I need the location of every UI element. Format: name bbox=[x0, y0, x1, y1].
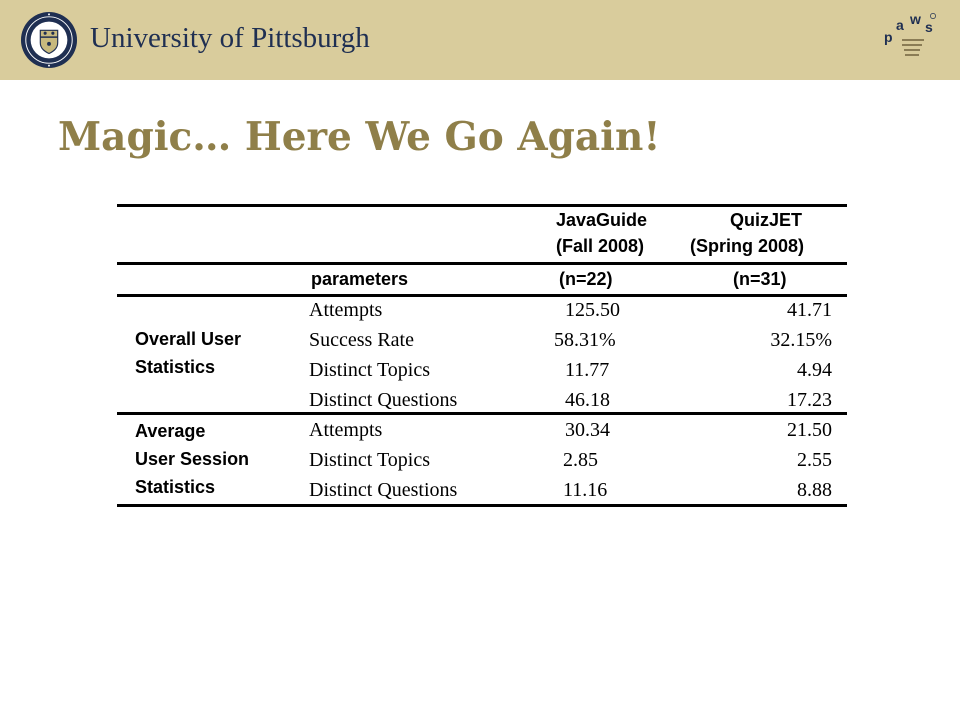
parameter-name: Distinct Questions bbox=[309, 479, 458, 501]
value-system-2: 21.50 bbox=[787, 419, 832, 441]
paws-logo-icon: p a w s bbox=[884, 11, 936, 56]
group-label: Statistics bbox=[135, 477, 216, 497]
institution-name: University of Pittsburgh bbox=[90, 22, 370, 54]
column-header-system-1-term: (Fall 2008) bbox=[556, 236, 645, 256]
parameter-name: Distinct Questions bbox=[309, 389, 458, 411]
paws-letter: s bbox=[925, 19, 933, 35]
value-system-2: 8.88 bbox=[797, 479, 832, 501]
header-divider-rule bbox=[117, 262, 847, 265]
group-divider-rule bbox=[117, 412, 847, 415]
group-label: Average bbox=[135, 421, 206, 441]
column-header-system-2-n: (n=31) bbox=[733, 269, 787, 289]
column-header-system-2: QuizJET bbox=[730, 210, 803, 230]
value-system-1: 46.18 bbox=[565, 389, 610, 411]
value-system-1: 11.77 bbox=[565, 359, 610, 381]
paws-letter: p bbox=[884, 29, 893, 45]
parameter-name: Success Rate bbox=[309, 329, 414, 351]
column-header-system-1-n: (n=22) bbox=[559, 269, 613, 289]
value-system-1: 2.85 bbox=[563, 449, 598, 471]
header-bar: University of Pittsburgh p a w s bbox=[0, 0, 960, 80]
group-label: Overall User bbox=[135, 329, 242, 349]
value-system-1: 11.16 bbox=[563, 479, 608, 501]
columns-divider-rule bbox=[117, 294, 847, 297]
slide-title: Magic… Here We Go Again! bbox=[58, 114, 661, 160]
column-header-parameters: parameters bbox=[311, 269, 409, 289]
column-header-system-1: JavaGuide bbox=[556, 210, 648, 230]
table-bottom-rule bbox=[117, 504, 847, 507]
column-header-system-2-term: (Spring 2008) bbox=[690, 236, 805, 256]
value-system-1: 125.50 bbox=[565, 299, 620, 321]
group-label: User Session bbox=[135, 449, 250, 469]
value-system-2: 32.15% bbox=[770, 329, 832, 351]
paws-letter: a bbox=[896, 17, 904, 33]
paws-letter: w bbox=[909, 11, 921, 27]
parameter-name: Attempts bbox=[309, 419, 383, 441]
parameter-name: Attempts bbox=[309, 299, 383, 321]
parameter-name: Distinct Topics bbox=[309, 449, 431, 471]
table-top-rule bbox=[117, 204, 847, 207]
value-system-2: 41.71 bbox=[787, 299, 832, 321]
group-label: Statistics bbox=[135, 357, 216, 377]
value-system-2: 4.94 bbox=[797, 359, 832, 381]
value-system-2: 17.23 bbox=[787, 389, 832, 411]
value-system-1: 58.31% bbox=[554, 329, 616, 351]
value-system-1: 30.34 bbox=[565, 419, 610, 441]
university-seal-icon bbox=[20, 11, 78, 69]
parameter-name: Distinct Topics bbox=[309, 359, 431, 381]
value-system-2: 2.55 bbox=[797, 449, 832, 471]
